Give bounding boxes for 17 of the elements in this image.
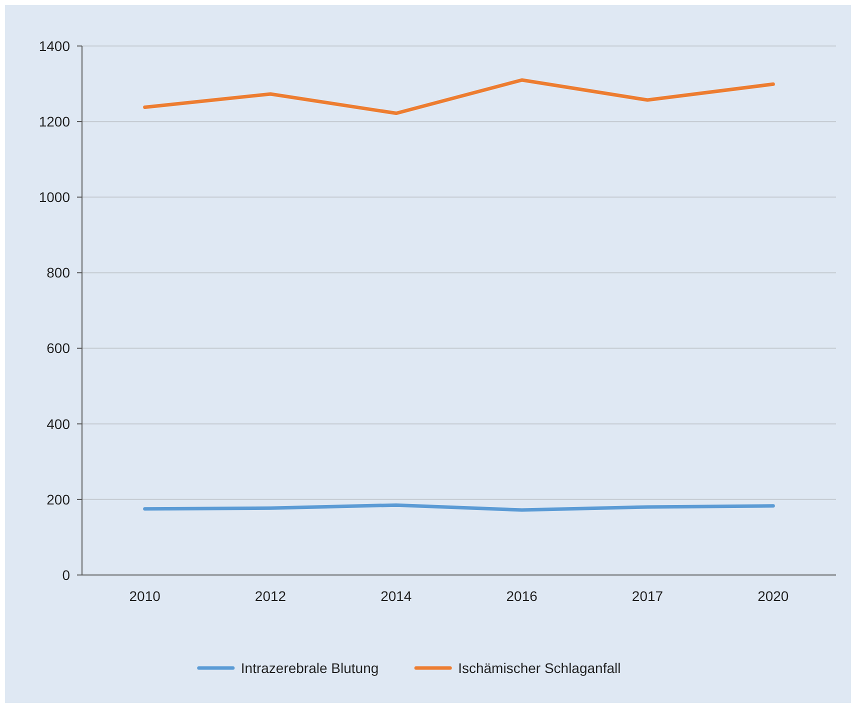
legend-label: Ischämischer Schlaganfall [458, 660, 621, 676]
y-tick-label: 1200 [38, 113, 70, 130]
x-tick-label: 2010 [129, 588, 161, 604]
y-tick-label: 200 [46, 491, 70, 508]
y-tick-label: 800 [46, 264, 70, 281]
x-tick-label: 2014 [380, 588, 412, 604]
y-tick-label: 600 [46, 340, 70, 356]
line-series [143, 78, 775, 116]
x-tick-label: 2016 [506, 588, 538, 604]
y-tick-label: 400 [46, 416, 70, 432]
y-tick-label: 1400 [38, 38, 70, 54]
legend-label: Intrazerebrale Blutung [240, 660, 379, 676]
x-tick-label: 2017 [632, 588, 664, 604]
y-tick-label: 1000 [38, 189, 70, 206]
x-tick-label: 2020 [758, 588, 789, 604]
y-tick-label: 0 [62, 566, 70, 583]
x-tick-label: 2012 [254, 588, 286, 604]
